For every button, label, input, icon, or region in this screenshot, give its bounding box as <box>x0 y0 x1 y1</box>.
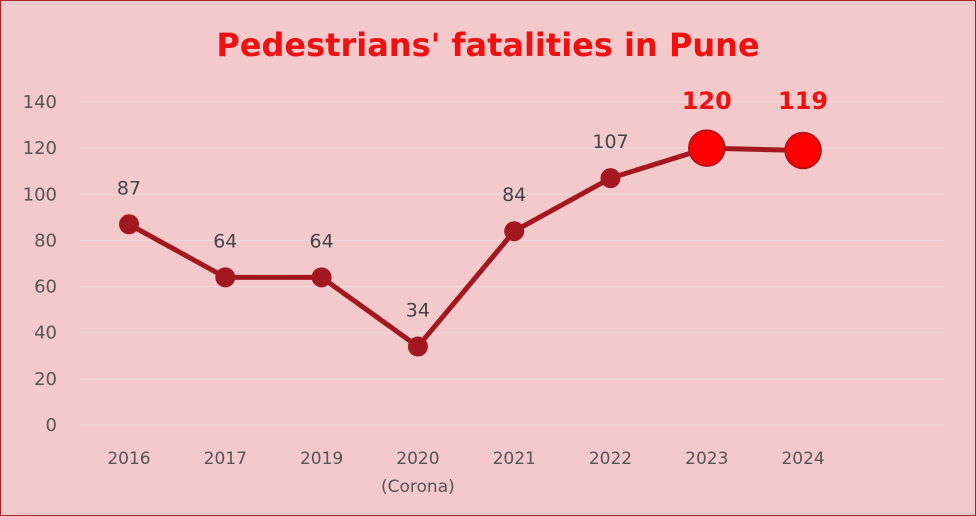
y-tick-label: 40 <box>34 323 57 344</box>
data-point <box>311 267 332 288</box>
data-point <box>215 267 236 288</box>
data-label: 34 <box>406 300 430 322</box>
y-tick-label: 140 <box>23 92 57 113</box>
data-point <box>119 214 139 235</box>
x-tick-label: 2020 <box>396 449 439 469</box>
data-label: 107 <box>592 131 628 153</box>
x-tick-label: 2022 <box>589 449 632 469</box>
x-tick-label: 2023 <box>685 449 728 469</box>
data-label: 119 <box>778 87 828 115</box>
data-point <box>504 221 525 242</box>
y-tick-label: 0 <box>46 415 57 436</box>
x-tick-label: 2024 <box>781 449 824 469</box>
x-tick-label: 2021 <box>493 449 536 469</box>
x-tick-label: 2017 <box>204 449 247 469</box>
data-point-highlighted <box>784 131 822 170</box>
data-label: 64 <box>213 230 237 252</box>
data-point <box>600 168 621 189</box>
data-label: 87 <box>117 177 141 199</box>
y-tick-label: 100 <box>23 184 57 205</box>
chart-title: Pedestrians' fatalities in Pune <box>216 26 760 64</box>
y-tick-label: 20 <box>34 369 57 390</box>
data-label: 64 <box>310 230 334 252</box>
data-point-highlighted <box>688 129 726 167</box>
y-tick-label: 80 <box>34 230 57 251</box>
x-tick-label: 2016 <box>107 449 150 469</box>
data-label: 84 <box>502 184 526 206</box>
x-tick-label: 2019 <box>300 449 343 469</box>
data-point <box>407 336 428 357</box>
y-tick-label: 120 <box>23 138 57 159</box>
data-label: 120 <box>682 87 732 115</box>
y-tick-label: 60 <box>34 277 57 298</box>
x-tick-note: (Corona) <box>381 477 455 497</box>
